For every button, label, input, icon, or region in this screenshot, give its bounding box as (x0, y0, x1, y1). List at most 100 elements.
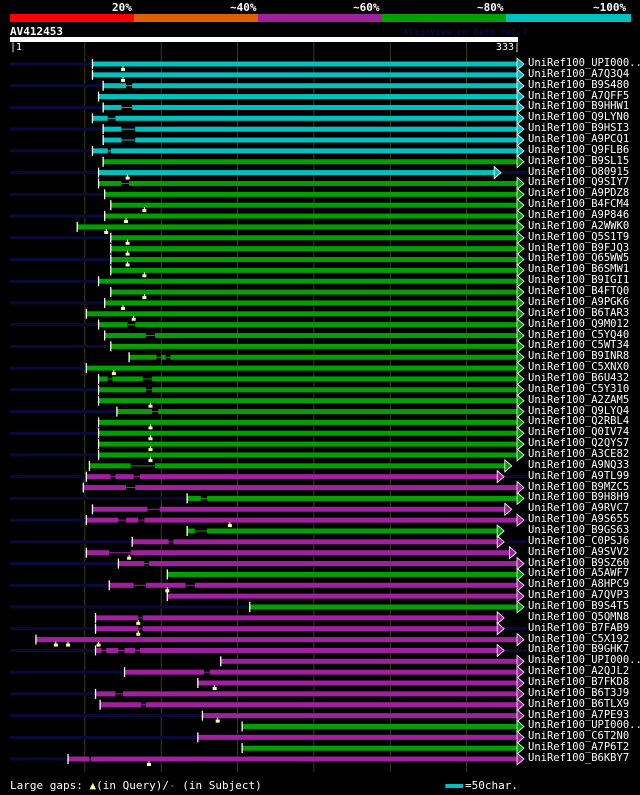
hit-label-link[interactable]: UniRef100_Q5QMN8 (528, 610, 630, 623)
hit-label-link[interactable]: UniRef100_A2WWK0 (528, 219, 630, 232)
hit-label-link[interactable]: UniRef100_UPI000.. (528, 654, 640, 667)
hit-label-link[interactable]: UniRef100_B6TAR3 (528, 306, 630, 319)
alignment-row (97, 437, 525, 452)
hit-label-link[interactable]: UniRef100_B4FCM4 (528, 198, 630, 211)
query-gap-marker-icon (53, 643, 58, 647)
hit-label-link[interactable]: UniRef100_A2ZAM5 (528, 393, 630, 406)
hit-label-link[interactable]: UniRef100_A2QJL2 (528, 665, 630, 678)
hit-label-link[interactable]: UniRef100_UPI000.. (528, 719, 640, 732)
hit-label-link[interactable]: UniRef100_Q9M012 (528, 317, 630, 330)
subject-gap-icon: - (168, 779, 176, 792)
hit-label-link[interactable]: UniRef100_C5WT34 (528, 339, 630, 352)
hit-label-link[interactable]: UniRef100_C5X192 (528, 632, 630, 645)
hit-label-link[interactable]: UniRef100_Q2RBL4 (528, 415, 630, 428)
hit-label-link[interactable]: UniRef100_A7P6T2 (528, 741, 630, 754)
alignment-row (10, 448, 527, 462)
aligned-segment (124, 669, 204, 675)
hit-label-link[interactable]: UniRef100_B6TLX9 (528, 697, 630, 710)
hit-label-link[interactable]: UniRef100_B9IGI1 (528, 274, 630, 287)
hit-label-link[interactable]: UniRef100_B9SL15 (528, 154, 630, 167)
hit-label-link[interactable]: UniRef100_B7FKD8 (528, 676, 630, 689)
hit-label-link[interactable]: UniRef100_C0PSJ6 (528, 534, 630, 547)
hit-label-link[interactable]: UniRef100_B4FTQ0 (528, 285, 630, 298)
hit-label-link[interactable]: UniRef100_A7Q3Q4 (528, 67, 630, 80)
hit-label-link[interactable]: UniRef100_A8HPC9 (528, 578, 630, 591)
aligned-segment (135, 137, 517, 143)
aligned-segment (103, 137, 122, 143)
legend-label-40: ~40% (230, 1, 257, 14)
hit-label-link[interactable]: UniRef100_A7QFF5 (528, 89, 630, 102)
hit-label-link[interactable]: UniRef100_B9H8H9 (528, 491, 630, 504)
hit-label-link[interactable]: UniRef100_A7QVP3 (528, 589, 630, 602)
end-arrow-icon (516, 100, 525, 115)
aligned-segment (110, 256, 517, 262)
aligned-segment (68, 756, 90, 762)
hit-label-link[interactable]: UniRef100_B9S480 (528, 78, 630, 91)
aligned-segment (86, 311, 518, 317)
hit-label-link[interactable]: UniRef100_B9GHK7 (528, 643, 630, 656)
aligned-segment (130, 550, 510, 556)
hit-label-link[interactable]: UniRef100_B9HSI3 (528, 122, 630, 135)
query-gap-marker-icon (165, 589, 170, 593)
alignment-row (10, 78, 527, 93)
hit-label-link[interactable]: UniRef100_A9TL99 (528, 469, 630, 482)
hit-label-link[interactable]: UniRef100_A9NQ33 (528, 458, 630, 471)
hit-label-link[interactable]: UniRef100_A9PCQ1 (528, 133, 630, 146)
aligned-segment (110, 267, 517, 273)
watermark: AlignView.pm Beta rel.7 (403, 28, 528, 38)
aligned-segment (98, 452, 517, 458)
hit-label-link[interactable]: UniRef100_Q2QYS7 (528, 437, 630, 450)
alignment-row (10, 708, 527, 723)
aligned-segment (86, 365, 518, 371)
hit-label-link[interactable]: UniRef100_A9SVV2 (528, 545, 630, 558)
scale-end-label: 333| (496, 42, 521, 53)
hit-label-link[interactable]: UniRef100_B6KBY7 (528, 752, 630, 765)
hit-label-link[interactable]: UniRef100_B9FJQ3 (528, 241, 630, 254)
hit-label-link[interactable]: UniRef100_A7PE93 (528, 708, 630, 721)
query-gap-marker-icon (66, 643, 71, 647)
hit-label-link[interactable]: UniRef100_B9SZ60 (528, 556, 630, 569)
hit-label-link[interactable]: UniRef100_Q9FLB6 (528, 143, 630, 156)
end-arrow-icon (516, 437, 525, 451)
hit-label-link[interactable]: UniRef100_C5YQ40 (528, 328, 630, 341)
hit-label-link[interactable]: UniRef100_B9HHW1 (528, 100, 630, 113)
aligned-segment (142, 626, 498, 632)
aligned-segment (135, 322, 517, 328)
hit-label-link[interactable]: UniRef100_Q5S1T9 (528, 230, 630, 243)
hit-label-link[interactable]: UniRef100_Q9LYQ4 (528, 404, 630, 417)
end-arrow-icon (516, 57, 525, 71)
hit-label-link[interactable]: UniRef100_A9P846 (528, 209, 630, 222)
hit-label-link[interactable]: UniRef100_A9RVC7 (528, 502, 630, 515)
hit-label-link[interactable]: UniRef100_B9MZC5 (528, 480, 630, 493)
hit-label-link[interactable]: UniRef100_A9PGK6 (528, 295, 630, 308)
hit-label-link[interactable]: UniRef100_UPI000.. (528, 57, 640, 69)
hit-label-link[interactable]: UniRef100_Q65WW5 (528, 252, 630, 265)
hit-label-link[interactable]: UniRef100_B6T3J9 (528, 686, 630, 699)
hit-label-link[interactable]: UniRef100_A5AWF7 (528, 567, 630, 580)
hit-label-link[interactable]: UniRef100_B6U432 (528, 371, 630, 384)
hit-label-link[interactable]: UniRef100_B9GS63 (528, 523, 630, 536)
hit-label-link[interactable]: UniRef100_C5XNX0 (528, 361, 630, 374)
alignment-row (85, 545, 517, 560)
hit-label-link[interactable]: UniRef100_B9INR8 (528, 350, 630, 363)
hit-label-link[interactable]: UniRef100_O80915 (528, 165, 630, 178)
hit-label-link[interactable]: UniRef100_Q9SIY7 (528, 176, 630, 189)
hit-label-link[interactable]: UniRef100_A3CE82 (528, 447, 630, 460)
hit-label-link[interactable]: UniRef100_B9S4T5 (528, 600, 630, 612)
hit-label-link[interactable]: UniRef100_A9S655 (528, 513, 630, 526)
aligned-segment (206, 495, 517, 501)
aligned-segment (90, 756, 518, 762)
hit-label-link[interactable]: UniRef100_B6SMW1 (528, 263, 630, 276)
hit-label-link[interactable]: UniRef100_C5Y310 (528, 382, 630, 395)
hit-label-link[interactable]: UniRef100_C6T2N0 (528, 730, 630, 743)
aligned-segment (110, 235, 517, 241)
alignment-row (110, 198, 525, 213)
aligned-segment (206, 528, 498, 534)
aligned-segment (103, 159, 517, 165)
hit-label-link[interactable]: UniRef100_Q0IV74 (528, 426, 630, 439)
query-gap-marker-icon (96, 643, 101, 647)
hit-label-link[interactable]: UniRef100_A9PDZ8 (528, 187, 630, 200)
alignment-row (104, 328, 525, 343)
hit-label-link[interactable]: UniRef100_Q9LYN0 (528, 111, 630, 124)
hit-label-link[interactable]: UniRef100_B7FAB9 (528, 621, 630, 634)
